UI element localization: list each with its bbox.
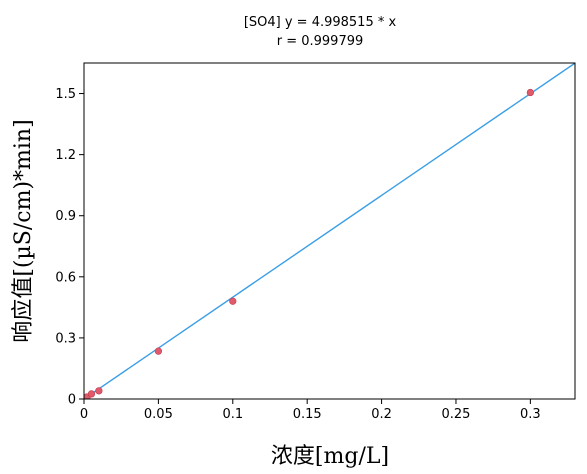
y-tick-label: 1.5 (55, 87, 76, 102)
x-tick-label: 0.3 (520, 407, 541, 422)
chart-title-equation: [SO4] y = 4.998515 * x (244, 15, 397, 30)
y-tick-label: 0.9 (55, 209, 76, 224)
data-point (95, 387, 103, 395)
plot-area (84, 63, 575, 399)
y-tick-label: 0.6 (55, 270, 76, 285)
x-tick-label: 0.05 (144, 407, 173, 422)
x-axis-label: 浓度[mg/L] (271, 444, 389, 469)
fit-line (84, 63, 575, 399)
x-tick-label: 0.25 (441, 407, 470, 422)
y-tick-label: 1.2 (55, 148, 76, 163)
x-axis: 0 0.05 0.1 0.15 0.2 0.25 0.3 (80, 399, 541, 422)
y-axis: 0 0.3 0.6 0.9 1.2 1.5 (55, 87, 84, 408)
data-point (229, 297, 237, 305)
data-point (87, 390, 96, 398)
x-tick-label: 0 (80, 407, 88, 422)
chart-title-correlation: r = 0.999799 (277, 34, 364, 49)
y-axis-label: 响应值[(µS/cm)*min] (11, 119, 36, 342)
x-tick-label: 0.15 (293, 407, 322, 422)
y-tick-label: 0 (68, 393, 76, 408)
data-point (526, 88, 534, 97)
x-tick-label: 0.1 (222, 407, 243, 422)
x-tick-label: 0.2 (371, 407, 392, 422)
y-tick-label: 0.3 (55, 331, 76, 346)
data-point (154, 347, 162, 355)
plot-frame (83, 62, 576, 400)
